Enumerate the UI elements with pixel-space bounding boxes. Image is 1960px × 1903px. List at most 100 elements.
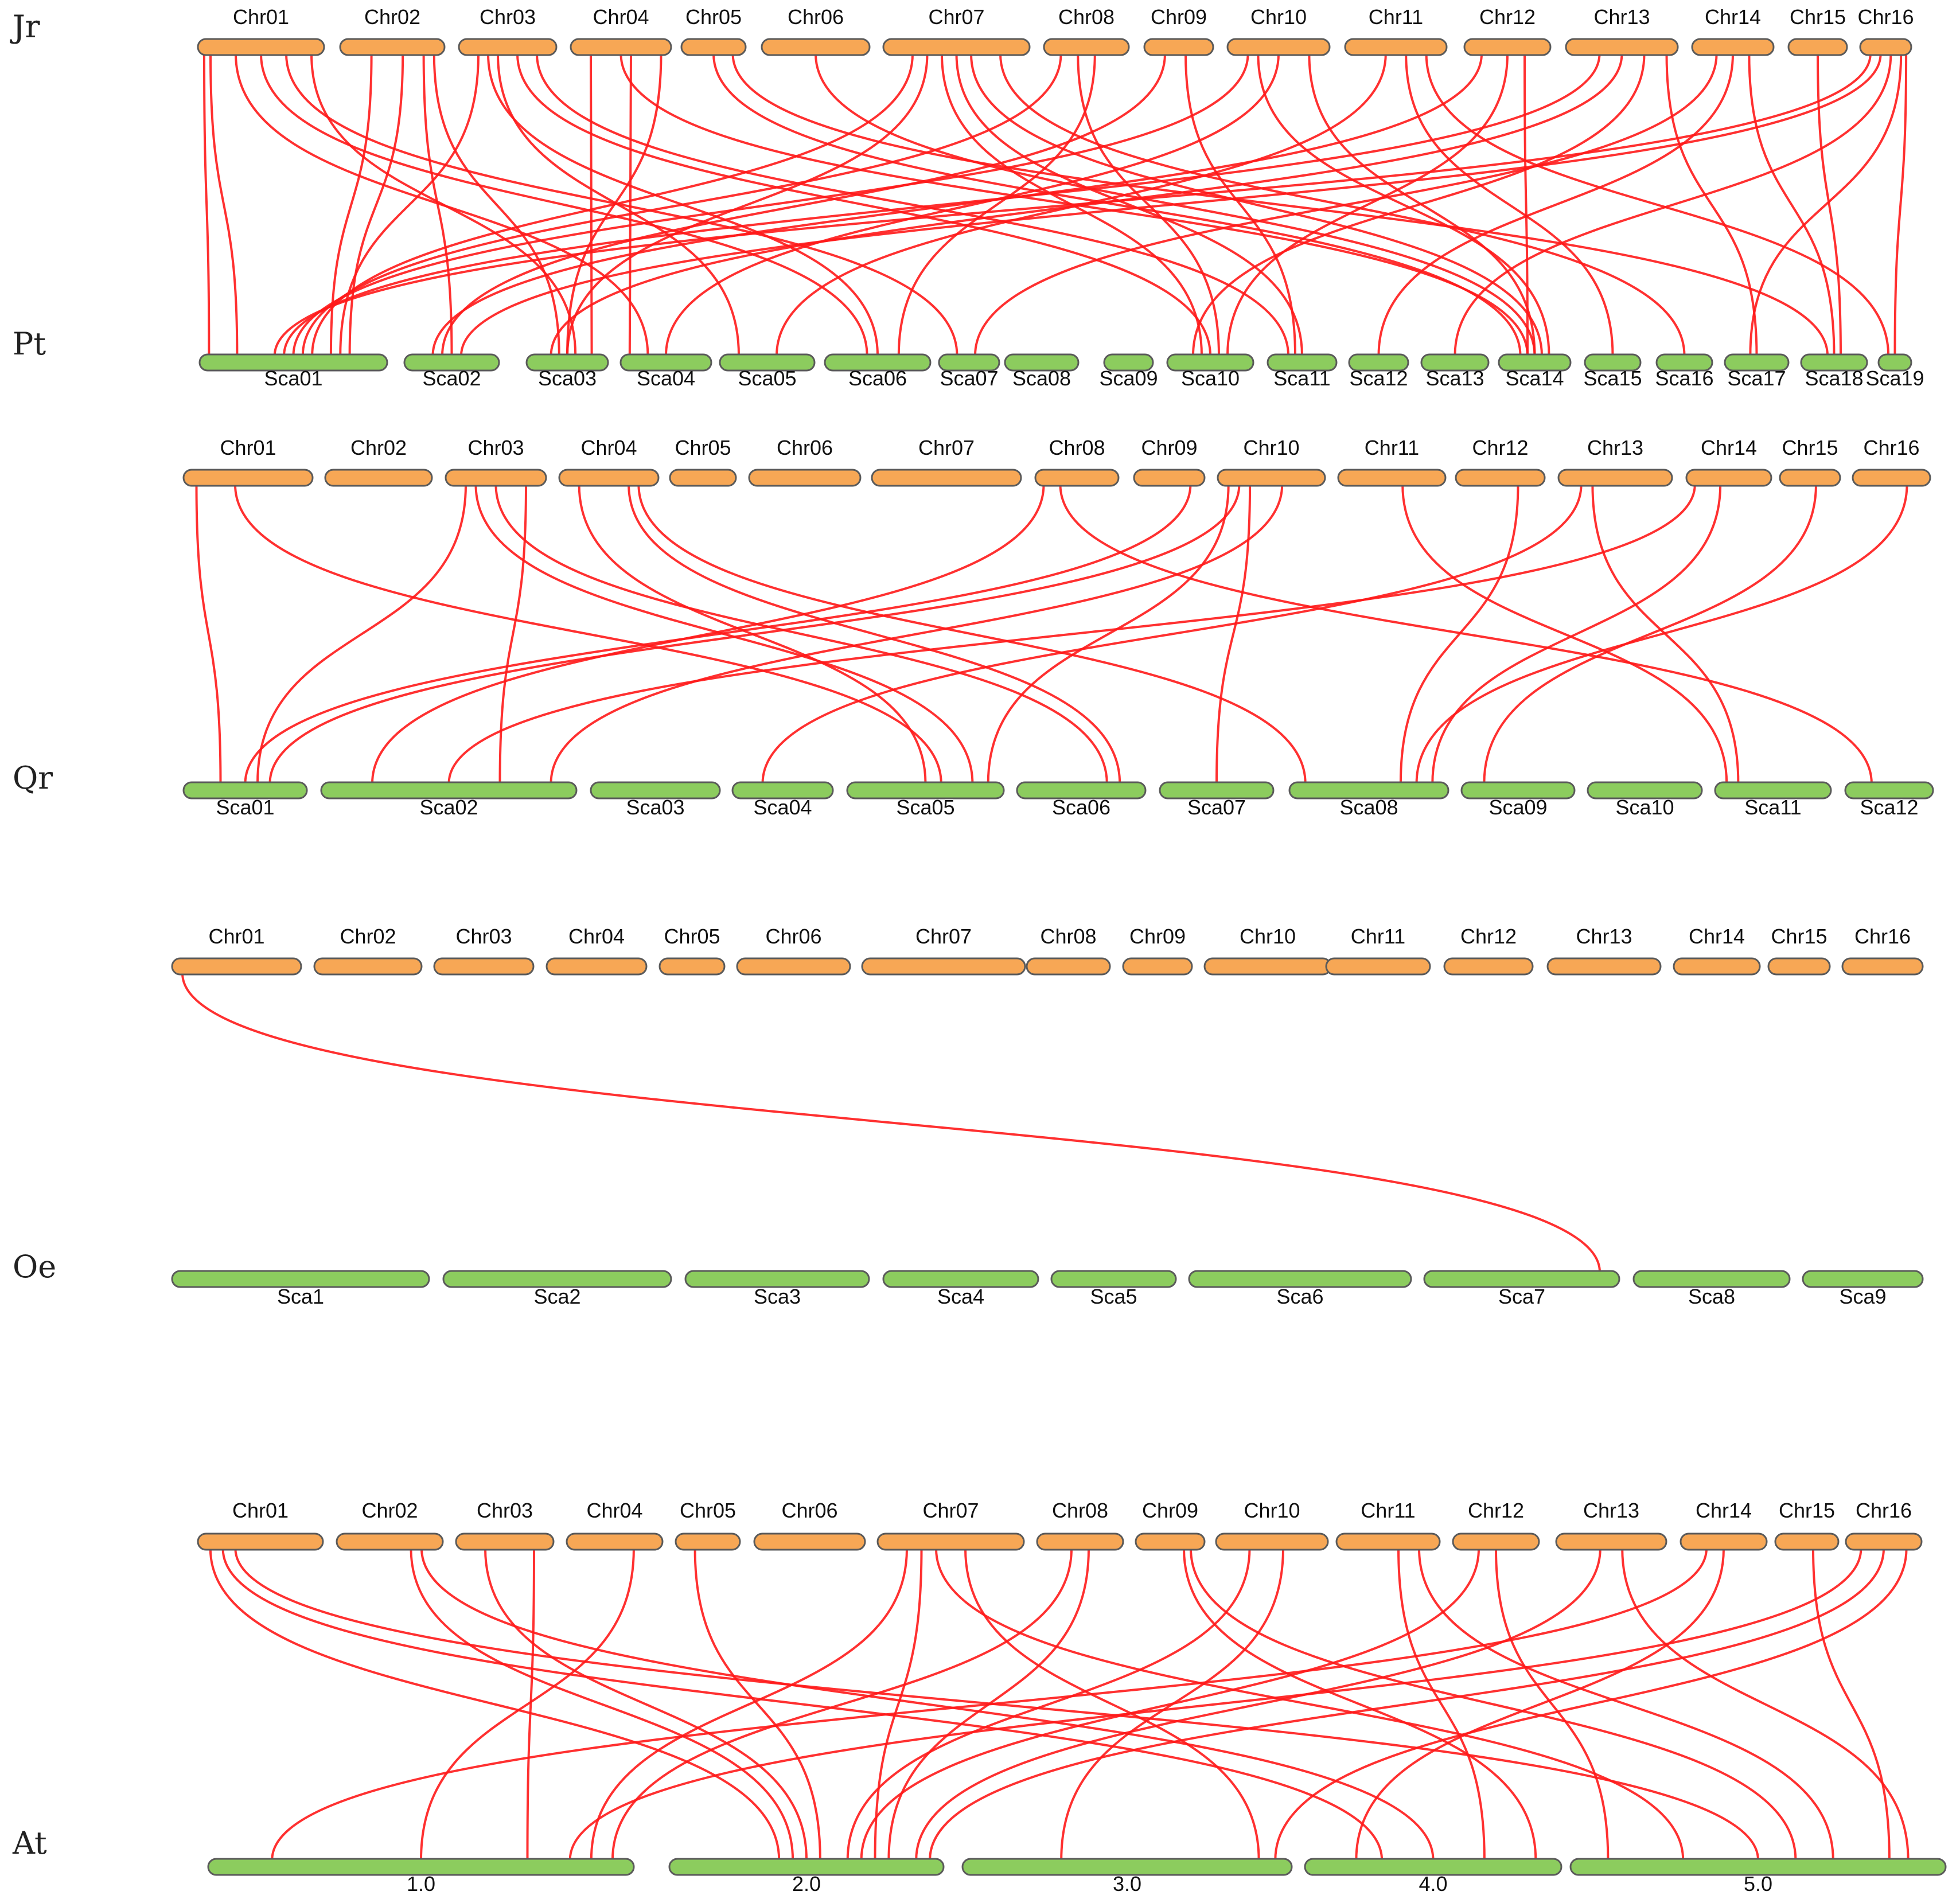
synteny-link: [1454, 53, 1892, 356]
chromosome-label: Chr14: [1696, 1499, 1752, 1522]
chromosome-bar: [736, 957, 851, 976]
synteny-link: [1523, 53, 1529, 356]
synteny-link: [487, 53, 879, 356]
scaffold-label: Sca09: [1488, 795, 1547, 819]
scaffold-label: Sca16: [1655, 366, 1713, 390]
scaffold-bar: [1569, 1858, 1947, 1876]
scaffold-label: Sca10: [1181, 366, 1240, 390]
scaffold-label: Sca09: [1099, 366, 1158, 390]
synteny-link: [1748, 53, 1836, 356]
chromosome-label: Chr11: [1365, 436, 1419, 459]
chromosome-bar: [1685, 469, 1772, 487]
chromosome-label: Chr09: [1129, 925, 1186, 948]
chromosome-bar: [1043, 38, 1130, 56]
synteny-link: [494, 484, 1108, 784]
chromosome-label: Chr12: [1472, 436, 1528, 459]
chromosome-bar: [1555, 1532, 1667, 1551]
chromosome-label: Chr10: [1243, 436, 1299, 459]
chromosome-label: Chr05: [664, 925, 720, 948]
scaffold-bar: [1016, 781, 1147, 800]
scaffold-bar: [1587, 781, 1703, 800]
synteny-link: [1183, 1548, 1537, 1861]
scaffold-bar: [882, 1270, 1039, 1288]
chromosome-label: Chr10: [1244, 1499, 1300, 1522]
synteny-link: [611, 1548, 1073, 1861]
chromosome-label: Chr06: [765, 925, 821, 948]
chromosome-bar: [1344, 38, 1448, 56]
synteny-link: [271, 1548, 1708, 1861]
chromosome-bar: [1852, 469, 1931, 487]
chromosome-bar: [882, 38, 1031, 56]
synteny-link: [1418, 1548, 1834, 1861]
synteny-link: [860, 1548, 1480, 1861]
chromosome-label: Chr16: [1854, 925, 1911, 948]
chromosome-label: Chr07: [918, 436, 975, 459]
chromosome-label: Chr12: [1460, 925, 1517, 948]
scaffold-label: 4.0: [1419, 1872, 1447, 1896]
scaffold-label: Sca6: [1276, 1285, 1323, 1308]
synteny-link: [447, 484, 1696, 784]
scaffold-bar: [1267, 353, 1338, 372]
synteny-link: [846, 1548, 1251, 1861]
species-label-top: Jr: [10, 9, 40, 45]
chromosome-bar: [1680, 1532, 1768, 1551]
scaffold-label: Sca19: [1865, 366, 1924, 390]
chromosome-label: Chr06: [788, 5, 844, 29]
synteny-link: [1817, 53, 1842, 356]
chromosome-bar: [658, 957, 726, 976]
chromosome-bar: [1217, 469, 1326, 487]
scaffold-bar: [442, 1270, 672, 1288]
chromosome-label: Chr02: [364, 5, 420, 29]
scaffold-label: Sca04: [637, 366, 695, 390]
chromosome-bar: [1226, 38, 1331, 56]
scaffold-bar: [1724, 353, 1790, 372]
chromosome-bar: [1036, 1532, 1124, 1551]
species-label-top: Jr: [10, 9, 40, 45]
chromosome-bar: [570, 38, 672, 56]
scaffold-label: Sca2: [533, 1285, 580, 1308]
scaffold-label: Sca14: [1505, 366, 1564, 390]
synteny-link: [987, 484, 1230, 784]
chromosome-label: Chr06: [781, 1499, 837, 1522]
chromosome-bar: [861, 957, 1026, 976]
scaffold-bar: [1877, 353, 1912, 372]
synteny-link: [273, 53, 1872, 356]
scaffold-bar: [1166, 353, 1254, 372]
scaffold-bar: [1800, 353, 1868, 372]
chromosome-bar: [558, 469, 660, 487]
scaffold-label: Sca06: [848, 366, 907, 390]
synteny-link: [283, 53, 1601, 356]
synteny-link: [526, 1548, 535, 1861]
chromosome-label: Chr15: [1771, 925, 1827, 948]
synteny-link: [536, 53, 1289, 356]
chromosome-label: Chr03: [455, 925, 512, 948]
scaffold-bar: [207, 1858, 635, 1876]
chromosome-bar: [1546, 957, 1662, 976]
chromosome-bar: [458, 38, 558, 56]
synteny-link: [516, 53, 1211, 356]
scaffold-bar: [1498, 353, 1572, 372]
synteny-link: [420, 1548, 1435, 1861]
chromosome-bar: [1135, 1532, 1206, 1551]
chromosome-bar: [1845, 1532, 1923, 1551]
scaffold-label: Sca01: [216, 795, 274, 819]
chromosome-bar: [1026, 957, 1111, 976]
scaffold-label: Sca05: [896, 795, 954, 819]
synteny-link: [195, 484, 222, 784]
chromosome-bar: [1215, 1532, 1329, 1551]
chromosome-label: Chr02: [350, 436, 407, 459]
chromosome-bar: [761, 38, 871, 56]
chromosome-bar: [324, 469, 433, 487]
scaffold-label: Sca5: [1090, 1285, 1137, 1308]
chromosome-bar: [669, 469, 737, 487]
chromosome-bar: [1455, 469, 1546, 487]
scaffold-bar: [684, 1270, 870, 1288]
scaffold-bar: [1288, 781, 1449, 800]
synteny-link: [422, 53, 453, 356]
scaffold-bar: [668, 1858, 945, 1876]
scaffold-label: Sca02: [419, 795, 478, 819]
synteny-link: [874, 1548, 923, 1861]
scaffold-label: Sca08: [1012, 366, 1071, 390]
chromosome-label: Chr05: [675, 436, 731, 459]
